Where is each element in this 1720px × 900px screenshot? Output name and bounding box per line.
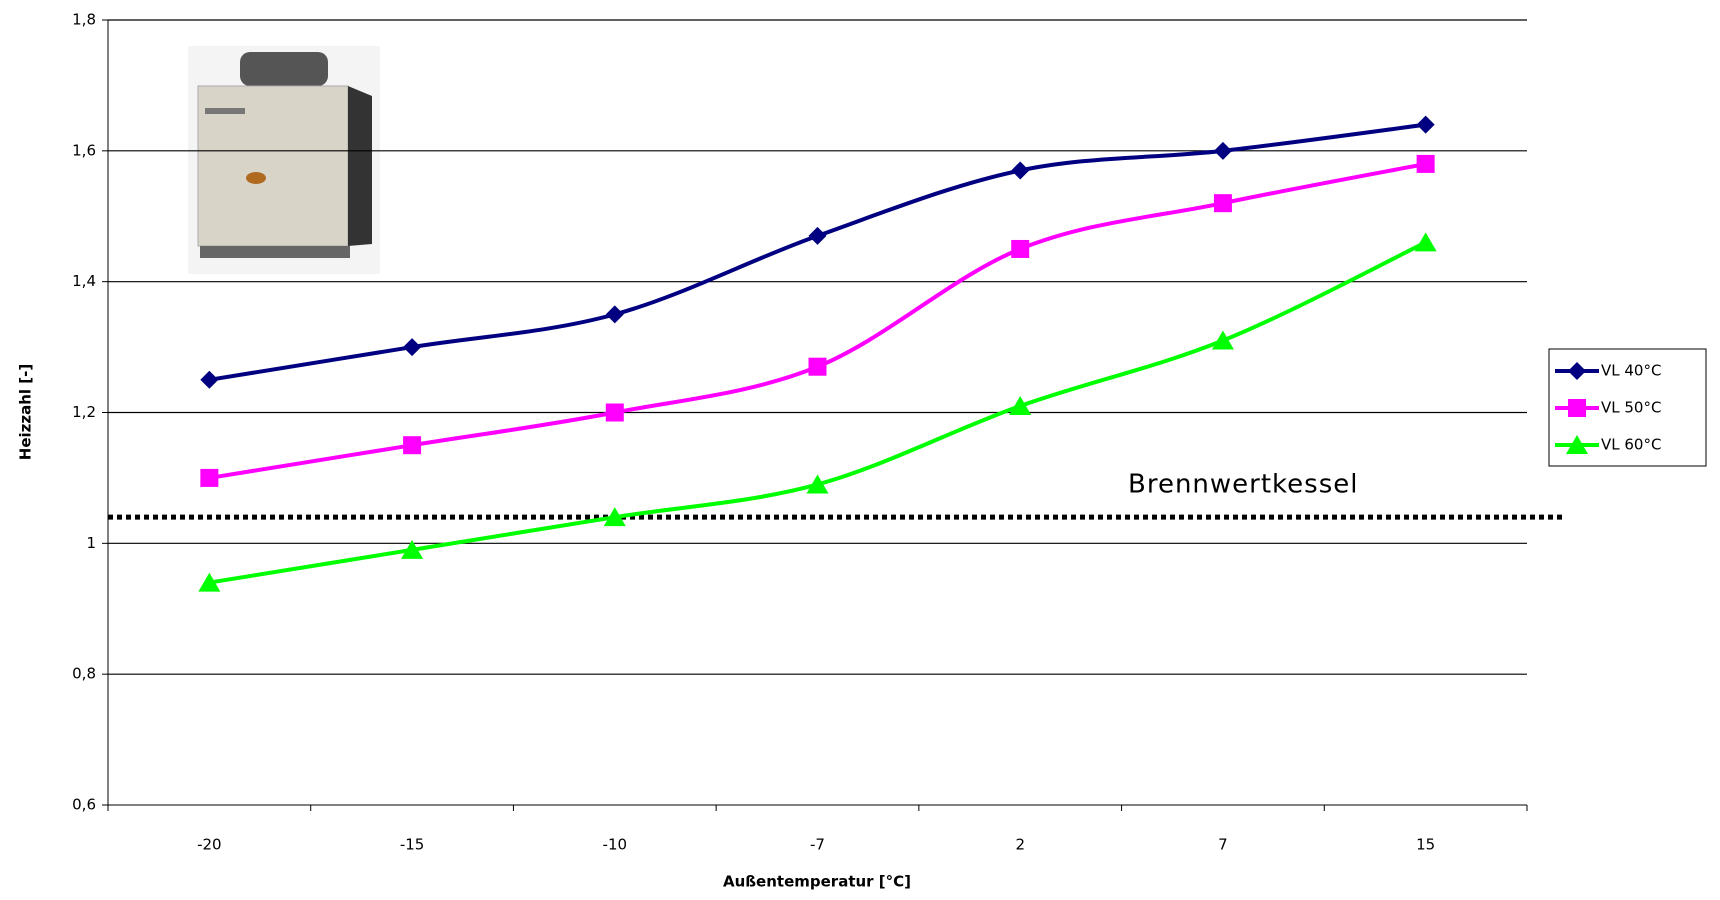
series-line xyxy=(209,125,1425,380)
point xyxy=(1417,155,1435,173)
point xyxy=(809,358,827,376)
point xyxy=(1011,161,1029,179)
y-axis-title: Heizzahl [-] xyxy=(17,364,35,460)
point xyxy=(403,436,421,454)
x-tick-label: 15 xyxy=(1416,836,1435,854)
product-image xyxy=(188,46,380,274)
point xyxy=(1212,331,1234,350)
badge xyxy=(246,172,266,184)
legend-marker xyxy=(1568,399,1586,417)
fan-housing xyxy=(240,52,328,86)
x-tick-label: -20 xyxy=(197,836,222,854)
point xyxy=(200,371,218,389)
point xyxy=(606,305,624,323)
x-tick-label: -7 xyxy=(810,836,825,854)
point xyxy=(403,338,421,356)
point xyxy=(1009,396,1031,415)
series-line xyxy=(209,164,1425,478)
logo xyxy=(205,108,245,114)
point xyxy=(1415,232,1437,251)
y-tick-label: 1,2 xyxy=(72,403,96,421)
point xyxy=(606,404,624,422)
point xyxy=(1417,116,1435,134)
x-tick-label: 7 xyxy=(1218,836,1228,854)
y-tick-label: 1 xyxy=(86,534,96,552)
chart: Außentemperatur [°C] Heizzahl [-] 0,6 0,8… xyxy=(0,0,1720,900)
reference-label: Brennwertkessel xyxy=(1128,470,1359,500)
y-tick-label: 1,6 xyxy=(72,141,96,159)
point xyxy=(1011,240,1029,258)
legend-label: VL 40°C xyxy=(1601,362,1661,380)
y-tick-label: 1,4 xyxy=(72,272,96,290)
point xyxy=(809,227,827,245)
y-tick-label: 0,8 xyxy=(72,665,96,683)
y-tick-label: 1,8 xyxy=(72,11,96,29)
point xyxy=(1214,142,1232,160)
x-tick-label: 2 xyxy=(1015,836,1025,854)
unit-base xyxy=(200,246,350,258)
unit-side xyxy=(348,86,372,246)
y-tick-label: 0,6 xyxy=(72,796,96,814)
x-tick-label: -10 xyxy=(603,836,628,854)
legend-label: VL 50°C xyxy=(1601,399,1661,417)
legend-label: VL 60°C xyxy=(1601,436,1661,454)
x-axis-title: Außentemperatur [°C] xyxy=(723,873,911,891)
point xyxy=(1214,194,1232,212)
point xyxy=(200,469,218,487)
x-tick-label: -15 xyxy=(400,836,425,854)
